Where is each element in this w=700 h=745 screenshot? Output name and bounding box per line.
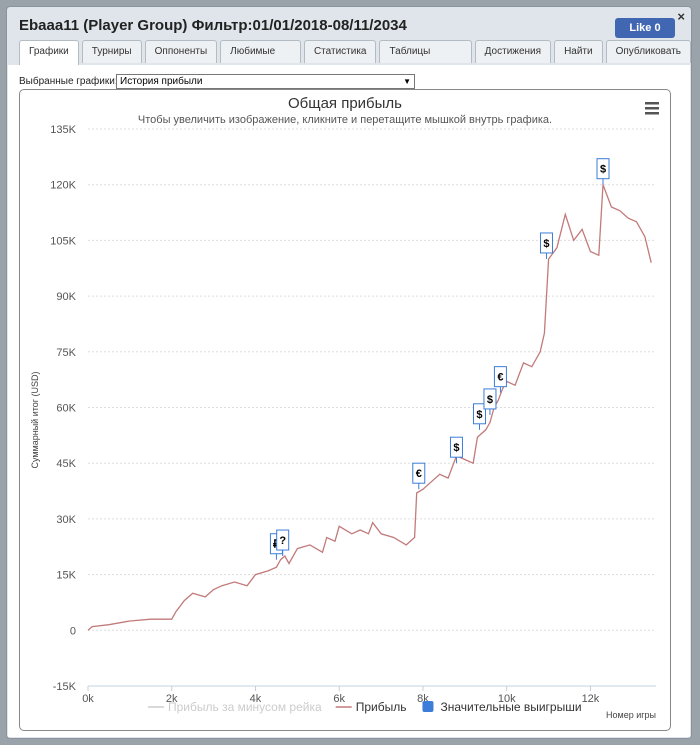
like-label: Like	[629, 22, 652, 34]
x-tick-label: 4k	[250, 693, 262, 705]
legend-item[interactable]: Значительные выигрыши	[422, 700, 582, 714]
flag-label: €	[416, 468, 422, 480]
x-tick-label: 6k	[333, 693, 345, 705]
tab[interactable]: Оппоненты	[144, 40, 218, 63]
flag-label: $	[453, 442, 459, 454]
tab-content: Выбранные графики: История прибыли ▼ Обща…	[8, 65, 690, 737]
flag-label: $	[543, 238, 549, 250]
flag	[483, 388, 497, 410]
legend-symbol	[422, 701, 434, 712]
x-tick-label: 2k	[166, 693, 178, 705]
y-tick-label: 120K	[50, 180, 76, 192]
y-tick-label: 105K	[50, 235, 76, 247]
tab[interactable]: Графики	[19, 40, 79, 65]
profit-line	[87, 184, 652, 631]
legend-label: Прибыль за минусом рейка	[168, 700, 322, 714]
tab[interactable]: Опубликовать	[605, 40, 691, 63]
flag-label: $	[476, 409, 482, 421]
flag-label: €	[497, 372, 503, 384]
tab[interactable]: Найти	[554, 40, 603, 63]
x-tick-label: 10k	[498, 693, 516, 705]
tab[interactable]: Таблицы лидеров	[379, 40, 472, 79]
selector-label: Выбранные графики:	[19, 76, 118, 87]
legend-label: Прибыль	[356, 700, 407, 714]
y-tick-label: 0	[70, 625, 76, 637]
flag-label: $	[487, 394, 493, 406]
chart: Общая прибыль Чтобы увеличить изображени…	[19, 89, 671, 731]
flag	[449, 436, 463, 458]
flag-label: ?	[279, 535, 286, 547]
legend-item[interactable]: Прибыль за минусом рейка	[148, 700, 322, 714]
flag	[539, 232, 553, 254]
dialog-title: Ebaaa11 (Player Group) Фильтр:01/01/2018…	[19, 17, 407, 34]
chart-subtitle: Чтобы увеличить изображение, кликните и …	[138, 114, 552, 126]
legend-label: Значительные выигрыши	[440, 700, 581, 714]
x-tick-label: 12k	[582, 693, 600, 705]
chart-selector[interactable]: История прибыли ▼	[116, 74, 415, 89]
y-tick-label: 45K	[56, 458, 76, 470]
menu-button[interactable]	[645, 102, 659, 115]
tab[interactable]: Статистика	[303, 40, 377, 63]
flag-label: $	[600, 164, 606, 176]
x-axis-title: Номер игры	[606, 710, 656, 720]
chart-title: Общая прибыль	[288, 95, 402, 112]
x-tick-label: 0k	[82, 693, 94, 705]
flag	[493, 366, 507, 388]
dropdown-arrow: ▼	[403, 77, 411, 86]
legend-item[interactable]: Прибыль	[335, 700, 407, 714]
y-tick-label: 30K	[56, 514, 76, 526]
flag	[412, 462, 426, 484]
y-tick-label: -15K	[53, 681, 77, 693]
like-button[interactable]: Like 0	[615, 18, 675, 38]
tab[interactable]: Достижения	[474, 40, 552, 63]
flag	[276, 529, 290, 551]
flag	[472, 403, 486, 425]
y-tick-label: 15K	[56, 570, 76, 582]
selector-value: История прибыли	[120, 76, 203, 87]
y-tick-label: 75K	[56, 347, 76, 359]
like-count: 0	[654, 22, 661, 34]
dialog: Ebaaa11 (Player Group) Фильтр:01/01/2018…	[6, 6, 692, 739]
flag	[596, 158, 610, 180]
y-tick-label: 60K	[56, 403, 76, 415]
tab[interactable]: Любимые игры	[220, 40, 301, 79]
y-tick-label: 135K	[50, 124, 76, 136]
y-axis-title: Суммарный итог (USD)	[30, 371, 40, 468]
tab[interactable]: Турниры	[81, 40, 142, 63]
y-tick-label: 90K	[56, 291, 76, 303]
close-button[interactable]: ×	[677, 9, 685, 24]
